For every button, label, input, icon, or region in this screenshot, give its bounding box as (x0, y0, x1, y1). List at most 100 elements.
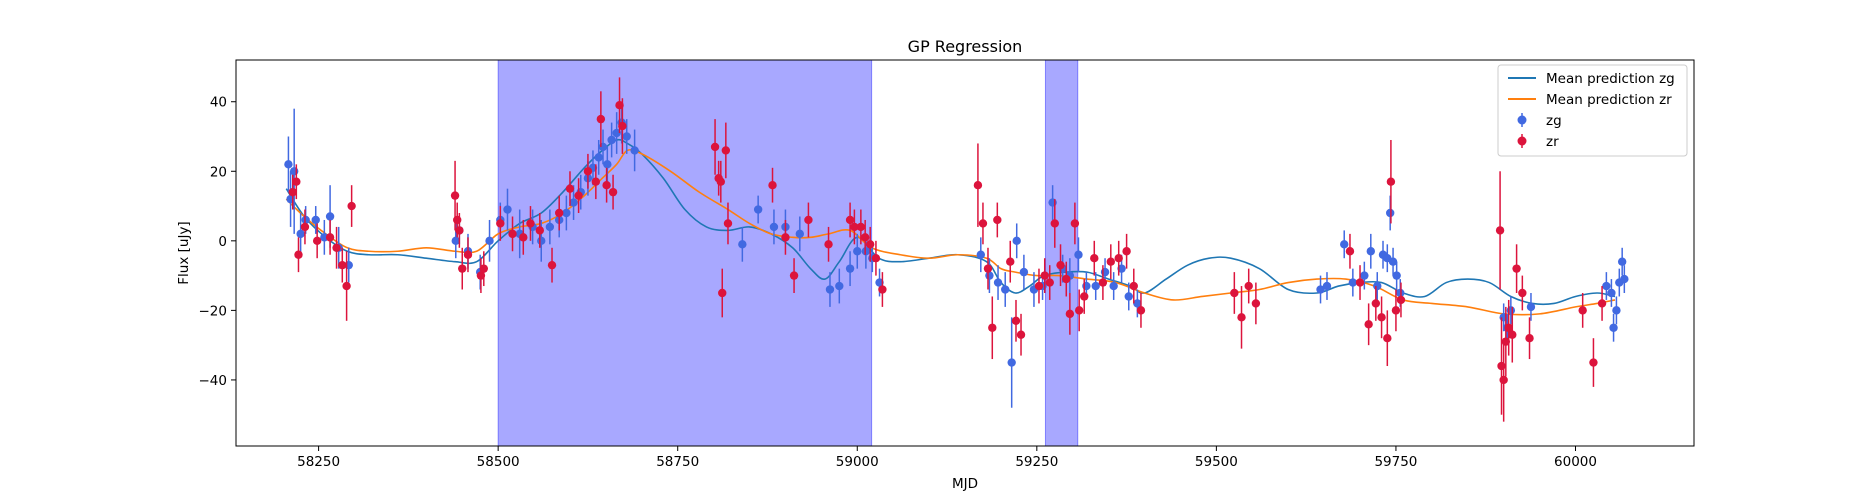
zg-point (875, 278, 884, 287)
legend-marker-zg (1517, 115, 1527, 125)
zg-point (545, 222, 555, 232)
zr-point (1497, 361, 1506, 371)
zg-point (1001, 285, 1010, 294)
zg-point (1012, 236, 1021, 246)
legend-label-zr: zr (1546, 134, 1559, 150)
zr-point (710, 142, 720, 152)
zg-point (1348, 278, 1358, 287)
zg-point (607, 135, 616, 145)
zg-point (976, 250, 986, 259)
zr-point (978, 219, 988, 228)
x-tick-label: 58250 (297, 454, 340, 470)
zr-point (496, 219, 505, 228)
zg-point (1526, 302, 1536, 312)
zg-point (795, 229, 805, 239)
zr-point (721, 146, 731, 155)
zr-point (347, 201, 356, 211)
zr-point (508, 229, 517, 239)
zg-point (1617, 257, 1627, 266)
zr-point (973, 180, 983, 190)
x-axis-label: MJD (952, 476, 978, 492)
zr-point (476, 271, 486, 280)
zg-point (1373, 281, 1382, 291)
zr-point (804, 215, 813, 225)
zg-point (1048, 198, 1057, 207)
zr-point (1011, 316, 1021, 326)
zr-point (1495, 226, 1505, 235)
zr-point (455, 226, 464, 235)
zr-point (1518, 288, 1527, 298)
zg-point (1316, 285, 1325, 294)
zg-point (769, 222, 779, 232)
zg-point (1074, 250, 1083, 259)
zr-point (1508, 330, 1517, 339)
zr-point (1136, 306, 1146, 315)
zg-point (1392, 271, 1401, 280)
zr-point (342, 281, 351, 291)
zr-point (1016, 330, 1026, 339)
shaded-regions (497, 60, 1079, 446)
y-tick-label: 0 (218, 234, 227, 250)
zr-point (1045, 278, 1054, 287)
zr-point (294, 250, 303, 259)
zg-point (853, 247, 862, 256)
zg-point (1607, 288, 1616, 298)
zr-point (716, 177, 726, 186)
zr-point (1504, 323, 1513, 332)
zg-point (1366, 247, 1375, 256)
legend: Mean prediction zg Mean prediction zr zg… (1497, 64, 1688, 157)
zr-point (1391, 306, 1401, 315)
zr-point (1396, 295, 1406, 305)
zg-point (603, 160, 612, 169)
zr-point (1114, 254, 1123, 263)
data-points (284, 77, 1629, 422)
zr-point (1371, 299, 1381, 308)
y-axis-label: Flux [uJy] (176, 221, 192, 284)
x-tick-label: 60000 (1554, 454, 1597, 470)
zr-point (1080, 292, 1089, 301)
zr-point (338, 260, 347, 270)
zr-point (300, 222, 310, 232)
zg-point (537, 236, 546, 246)
legend-label-zg: zg (1546, 113, 1562, 129)
legend-label-zg-prediction: Mean prediction zg (1546, 71, 1675, 87)
zr-point (983, 264, 993, 273)
zr-point (993, 215, 1002, 225)
zr-point (1386, 177, 1396, 186)
zr-point (574, 191, 583, 200)
zr-point (1106, 257, 1116, 266)
zg-point (1322, 281, 1332, 291)
zg-point (1340, 240, 1349, 249)
x-axis-ticks: 58250 58500 58750 59000 59250 59500 59750 60000 (297, 446, 1597, 470)
zg-point (1117, 264, 1126, 273)
shaded-region-0 (497, 60, 873, 446)
x-tick-label: 59250 (1015, 454, 1058, 470)
zr-point (618, 121, 627, 131)
zg-point (845, 264, 855, 273)
zr-point (450, 191, 460, 200)
zr-point (526, 219, 535, 228)
zr-point (1383, 333, 1392, 343)
zr-point (768, 180, 777, 190)
zg-point (1360, 271, 1369, 280)
zr-point (519, 233, 528, 242)
zr-point (602, 180, 611, 190)
zr-point (1377, 313, 1386, 322)
zr-point (1090, 254, 1099, 263)
zg-point (284, 160, 293, 169)
zr-point (1244, 281, 1253, 291)
zg-point (485, 236, 494, 246)
zr-point (1065, 309, 1075, 319)
zr-point (547, 260, 557, 270)
zr-point (1062, 274, 1071, 284)
zg-point (503, 205, 512, 214)
zr-point (1501, 337, 1511, 346)
zr-point (718, 288, 727, 298)
zg-point (311, 215, 320, 225)
zr-point (1597, 299, 1607, 308)
zg-point (1612, 306, 1621, 315)
zr-point (1040, 271, 1049, 280)
zg-point (1602, 281, 1611, 291)
zr-point (332, 243, 341, 252)
zr-point (608, 187, 618, 197)
